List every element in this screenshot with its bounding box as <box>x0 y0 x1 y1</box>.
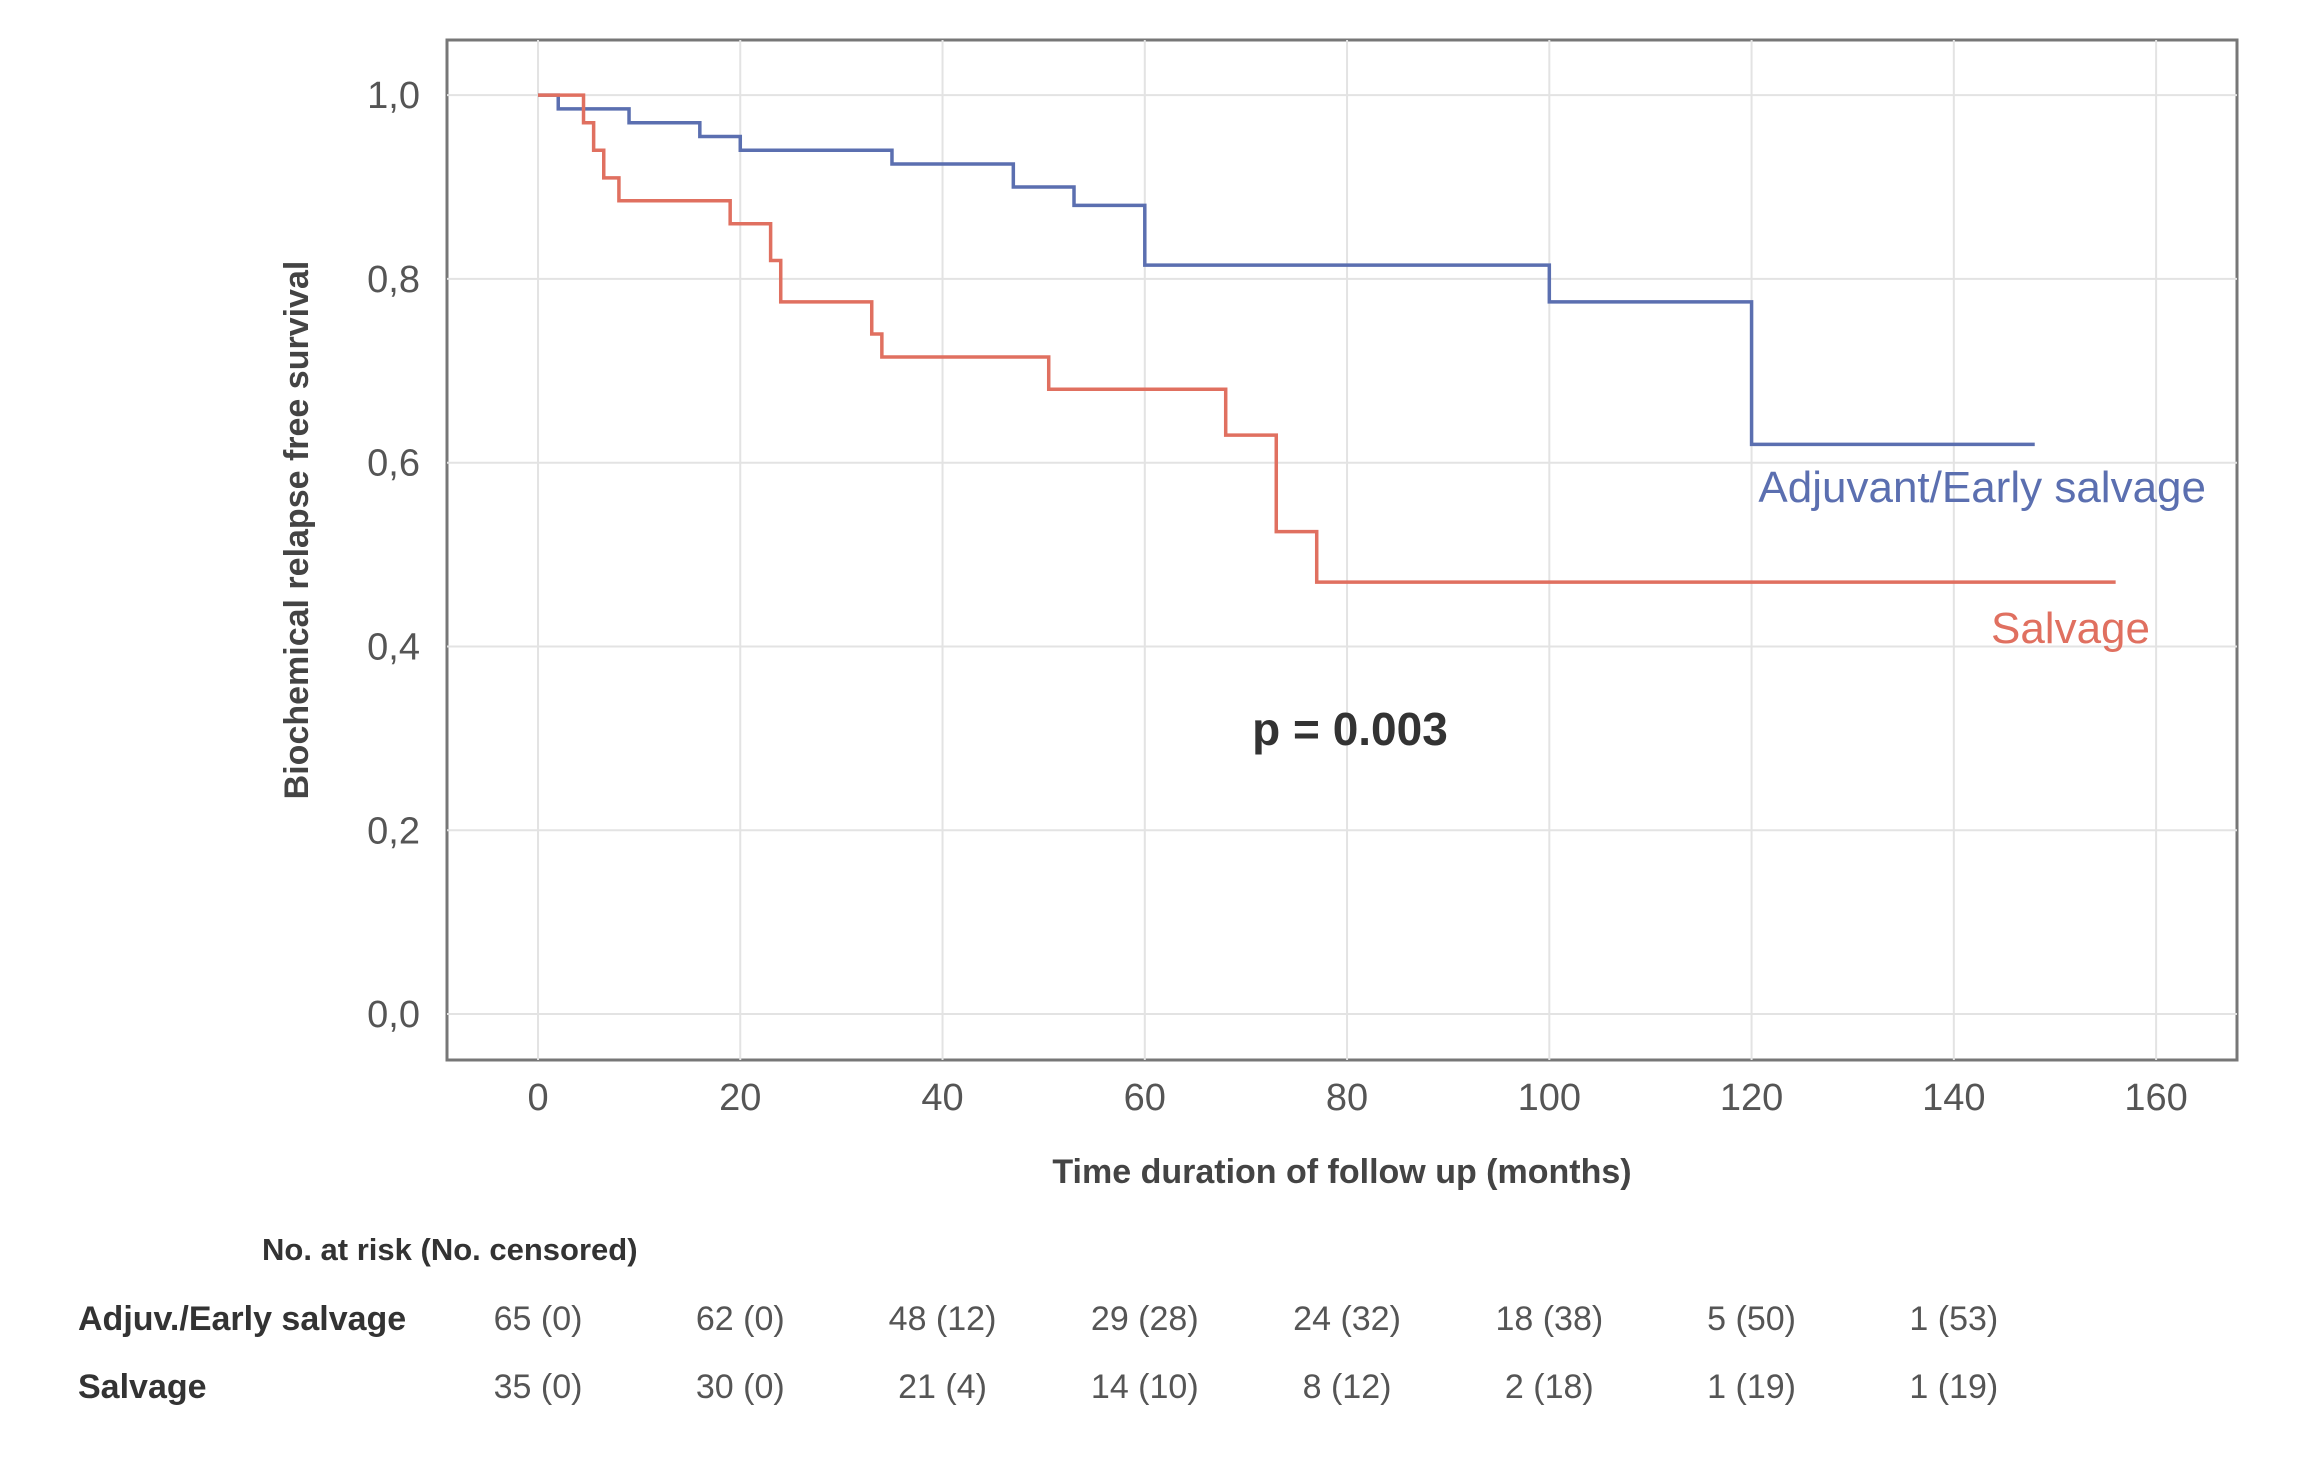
p-value-annotation: p = 0.003 <box>1252 703 1448 755</box>
risk-cell: 30 (0) <box>695 1368 785 1406</box>
risk-table-header: No. at risk (No. censored) <box>262 1232 638 1267</box>
risk-cell: 8 (12) <box>1302 1368 1392 1406</box>
x-axis-ticks: 0 20 40 60 80 100 120 140 160 <box>527 1077 2187 1119</box>
y-tick-label: 1,0 <box>367 75 420 117</box>
risk-cell: 65 (0) <box>493 1300 583 1338</box>
risk-cell: 1 (19) <box>1909 1368 1999 1406</box>
survival-curves <box>538 93 2116 584</box>
risk-row-label-salvage: Salvage <box>78 1368 207 1406</box>
risk-cell: 62 (0) <box>695 1300 785 1338</box>
plot-panel <box>445 38 2239 1062</box>
x-tick-label: 60 <box>1124 1077 1166 1119</box>
y-axis-ticks: 0,0 0,2 0,4 0,6 0,8 1,0 <box>367 75 420 1036</box>
risk-cell: 21 (4) <box>898 1368 987 1406</box>
risk-cell: 18 (38) <box>1495 1300 1604 1338</box>
x-tick-label: 120 <box>1720 1077 1783 1119</box>
x-tick-label: 160 <box>2124 1077 2187 1119</box>
x-tick-label: 140 <box>1922 1077 1985 1119</box>
x-tick-label: 40 <box>921 1077 963 1119</box>
series-line-adjuvant <box>538 93 2035 447</box>
series-line-salvage <box>538 93 2116 584</box>
risk-cell: 1 (53) <box>1909 1300 1999 1338</box>
risk-cell: 35 (0) <box>493 1368 583 1406</box>
x-tick-label: 80 <box>1326 1077 1368 1119</box>
series-label-salvage: Salvage <box>1991 604 2150 653</box>
risk-cell: 1 (19) <box>1707 1368 1796 1406</box>
y-tick-label: 0,0 <box>367 994 420 1036</box>
risk-cell: 24 (32) <box>1293 1300 1401 1338</box>
x-axis-title: Time duration of follow up (months) <box>1052 1153 1631 1191</box>
risk-cell: 48 (12) <box>888 1300 997 1338</box>
y-axis-title: Biochemical relapse free survival <box>278 261 316 800</box>
y-tick-label: 0,8 <box>367 259 420 301</box>
risk-cell: 2 (18) <box>1504 1368 1594 1406</box>
x-tick-label: 0 <box>527 1077 548 1119</box>
risk-cell: 14 (10) <box>1090 1368 1199 1406</box>
risk-row-label-adjuvant: Adjuv./Early salvage <box>78 1300 407 1338</box>
y-tick-label: 0,4 <box>367 626 420 668</box>
grid-lines <box>447 40 2237 1060</box>
series-label-adjuvant: Adjuvant/Early salvage <box>1758 463 2206 512</box>
y-tick-label: 0,2 <box>367 810 420 852</box>
risk-cell: 5 (50) <box>1707 1300 1796 1338</box>
x-tick-label: 100 <box>1518 1077 1581 1119</box>
y-tick-label: 0,6 <box>367 443 420 485</box>
x-tick-label: 20 <box>719 1077 761 1119</box>
risk-cell: 29 (28) <box>1090 1300 1199 1338</box>
